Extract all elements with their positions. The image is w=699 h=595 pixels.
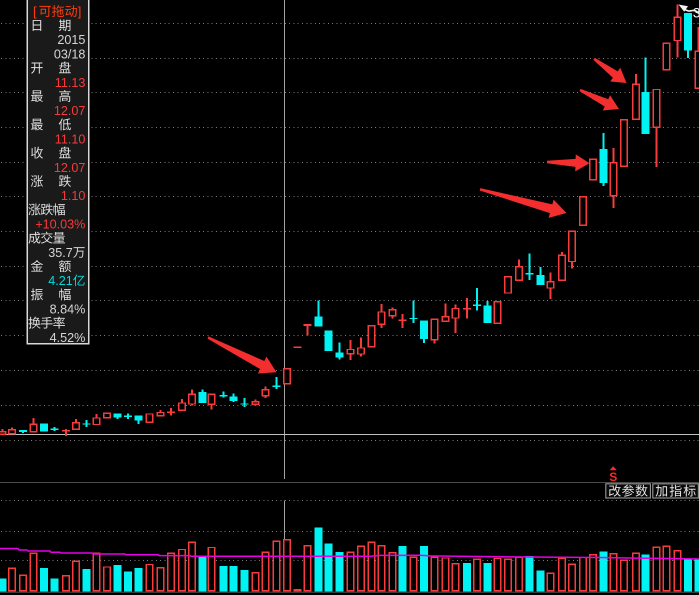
svg-text:3: 3 [693,5,699,21]
svg-text:12.07: 12.07 [54,161,86,175]
svg-text:03/18: 03/18 [54,47,86,61]
svg-text:[: [ [33,4,37,19]
svg-text:S: S [609,470,617,484]
svg-text:1.10: 1.10 [61,189,86,203]
svg-text:8.84%: 8.84% [50,303,86,317]
svg-text:35.7: 35.7 [48,246,73,260]
svg-text:]: ] [78,4,82,19]
svg-text:11.13: 11.13 [55,76,86,90]
svg-text:12.07: 12.07 [54,104,86,118]
svg-text:2015: 2015 [57,33,85,47]
svg-text:11.10: 11.10 [55,132,86,146]
svg-text:4.52%: 4.52% [50,331,86,345]
svg-text:+10.03%: +10.03% [35,218,85,232]
svg-text:4.21: 4.21 [48,274,73,288]
